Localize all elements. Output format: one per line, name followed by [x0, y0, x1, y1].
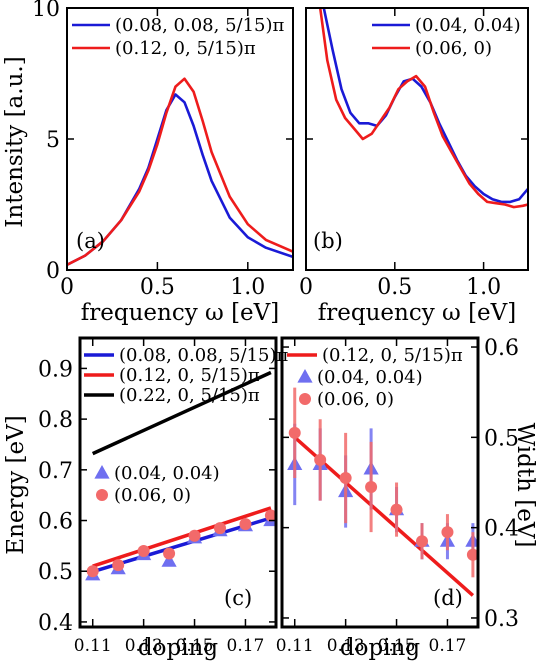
y-tick-label: 0.5 — [38, 560, 73, 585]
series-3-point — [416, 535, 428, 548]
y-tick-label: 0 — [46, 259, 60, 284]
x-tick-label: 0.13 — [125, 636, 163, 656]
series-5-point — [214, 522, 226, 535]
x-tick-label: 1.0 — [466, 275, 501, 300]
plot-area — [85, 370, 276, 581]
legend-label: (0.22, 0, 5/15)π — [119, 385, 260, 406]
plot-area — [67, 77, 293, 266]
legend-label: (0.04, 0.04) — [317, 367, 423, 388]
series-3-line — [91, 370, 272, 456]
plot-area — [318, 8, 528, 209]
y-tick-label: 10 — [32, 0, 60, 22]
legend: (0.08, 0.08, 5/15)π(0.12, 0, 5/15)π(0.22… — [84, 345, 289, 506]
series-4-point — [161, 553, 177, 567]
panel-c: 0.11 0.13 0.15 0.17 0.4 0.5 0.6 0.7 0.8 0.9 doping… — [3, 336, 289, 661]
series-1-line — [322, 8, 528, 204]
series-2-line — [318, 8, 528, 209]
y-tick-label: 0.6 — [484, 336, 519, 361]
x-tick-label: 0.11 — [74, 636, 112, 656]
panel-label: (d) — [433, 586, 463, 610]
series-5-point — [163, 547, 176, 560]
legend-label: (0.12, 0, 5/15)π — [322, 345, 463, 366]
y-axis-label: Intensity [a.u.] — [2, 56, 28, 227]
legend-label: (0.08, 0.08, 5/15)π — [115, 15, 285, 36]
plot-area — [287, 387, 478, 597]
legend-label: (0.06, 0) — [415, 38, 492, 59]
x-tick-label: 0.15 — [176, 636, 214, 656]
series-5-point — [86, 565, 99, 578]
legend-label: (0.04, 0.04) — [114, 463, 220, 484]
series-3-point — [466, 548, 478, 561]
series-2-line — [67, 77, 293, 266]
x-tick-label: 0.5 — [377, 275, 412, 300]
x-tick-label: 0.13 — [327, 636, 365, 656]
legend-label: (0.06, 0) — [114, 485, 191, 506]
legend-marker — [96, 489, 108, 501]
series-5-point — [137, 544, 150, 557]
legend-label: (0.12, 0, 5/15)π — [119, 365, 260, 386]
series-3-point — [390, 503, 403, 516]
series-5-point — [239, 518, 252, 531]
legend-label: (0.06, 0) — [317, 389, 394, 410]
y-tick-label: 0.3 — [484, 607, 519, 632]
series-3-point — [288, 426, 301, 439]
panel-label: (b) — [313, 229, 343, 253]
series-3-point — [441, 526, 454, 539]
x-tick-label: 0.17 — [429, 636, 467, 656]
series-2-line — [92, 506, 272, 568]
series-3-point — [314, 453, 327, 466]
legend-marker — [297, 369, 313, 383]
legend-label: (0.12, 0, 5/15)π — [115, 38, 256, 59]
legend: (0.04, 0.04)(0.06, 0) — [372, 15, 521, 59]
series-5-point — [188, 529, 201, 542]
x-tick-label: 0 — [299, 275, 313, 300]
legend-marker — [94, 465, 110, 479]
y-axis-label: Width [eV] — [512, 423, 538, 548]
x-tick-label: 1.0 — [230, 275, 265, 300]
x-tick-label: 0.17 — [227, 636, 265, 656]
x-tick-label: 0.15 — [378, 636, 416, 656]
x-axis-label: frequency ω [eV] — [318, 300, 517, 326]
plot-frame — [280, 336, 480, 629]
panel-label: (a) — [76, 229, 105, 253]
y-tick-label: 0.7 — [38, 459, 73, 484]
x-tick-label: 0 — [60, 275, 74, 300]
legend-label: (0.04, 0.04) — [415, 15, 521, 36]
y-tick-label: 0.4 — [484, 517, 519, 542]
series-5-point — [264, 509, 276, 522]
y-tick-label: 0.5 — [484, 426, 519, 451]
legend-marker — [299, 393, 311, 405]
y-tick-label: 0.6 — [38, 510, 73, 535]
panel-d: 0.11 0.13 0.15 0.17 0.3 0.4 0.5 0.6 doping Width … — [276, 336, 538, 661]
series-5-point — [112, 559, 125, 572]
y-tick-label: 0.8 — [38, 408, 73, 433]
y-axis-label: Energy [eV] — [3, 415, 29, 554]
panel-a: 0 0.5 1.0 0 5 10 frequency ω [eV] Intensity [a.… — [2, 0, 294, 326]
x-tick-label: 0.5 — [140, 275, 175, 300]
x-axis-label: frequency ω [eV] — [81, 300, 280, 326]
x-axis-label: doping — [340, 635, 420, 661]
y-tick-label: 0.4 — [38, 611, 73, 636]
legend: (0.12, 0, 5/15)π(0.04, 0.04)(0.06, 0) — [287, 345, 463, 410]
x-axis-label: doping — [138, 635, 218, 661]
y-tick-label: 5 — [46, 128, 60, 153]
plot-frame — [78, 336, 278, 629]
x-tick-label: 0.11 — [276, 636, 314, 656]
panel-label: (c) — [224, 586, 252, 610]
y-tick-label: 0.9 — [38, 357, 73, 382]
legend-label: (0.08, 0.08, 5/15)π — [119, 345, 289, 366]
series-3-point — [365, 481, 378, 494]
legend: (0.08, 0.08, 5/15)π(0.12, 0, 5/15)π — [72, 15, 285, 59]
series-3-point — [339, 471, 352, 484]
